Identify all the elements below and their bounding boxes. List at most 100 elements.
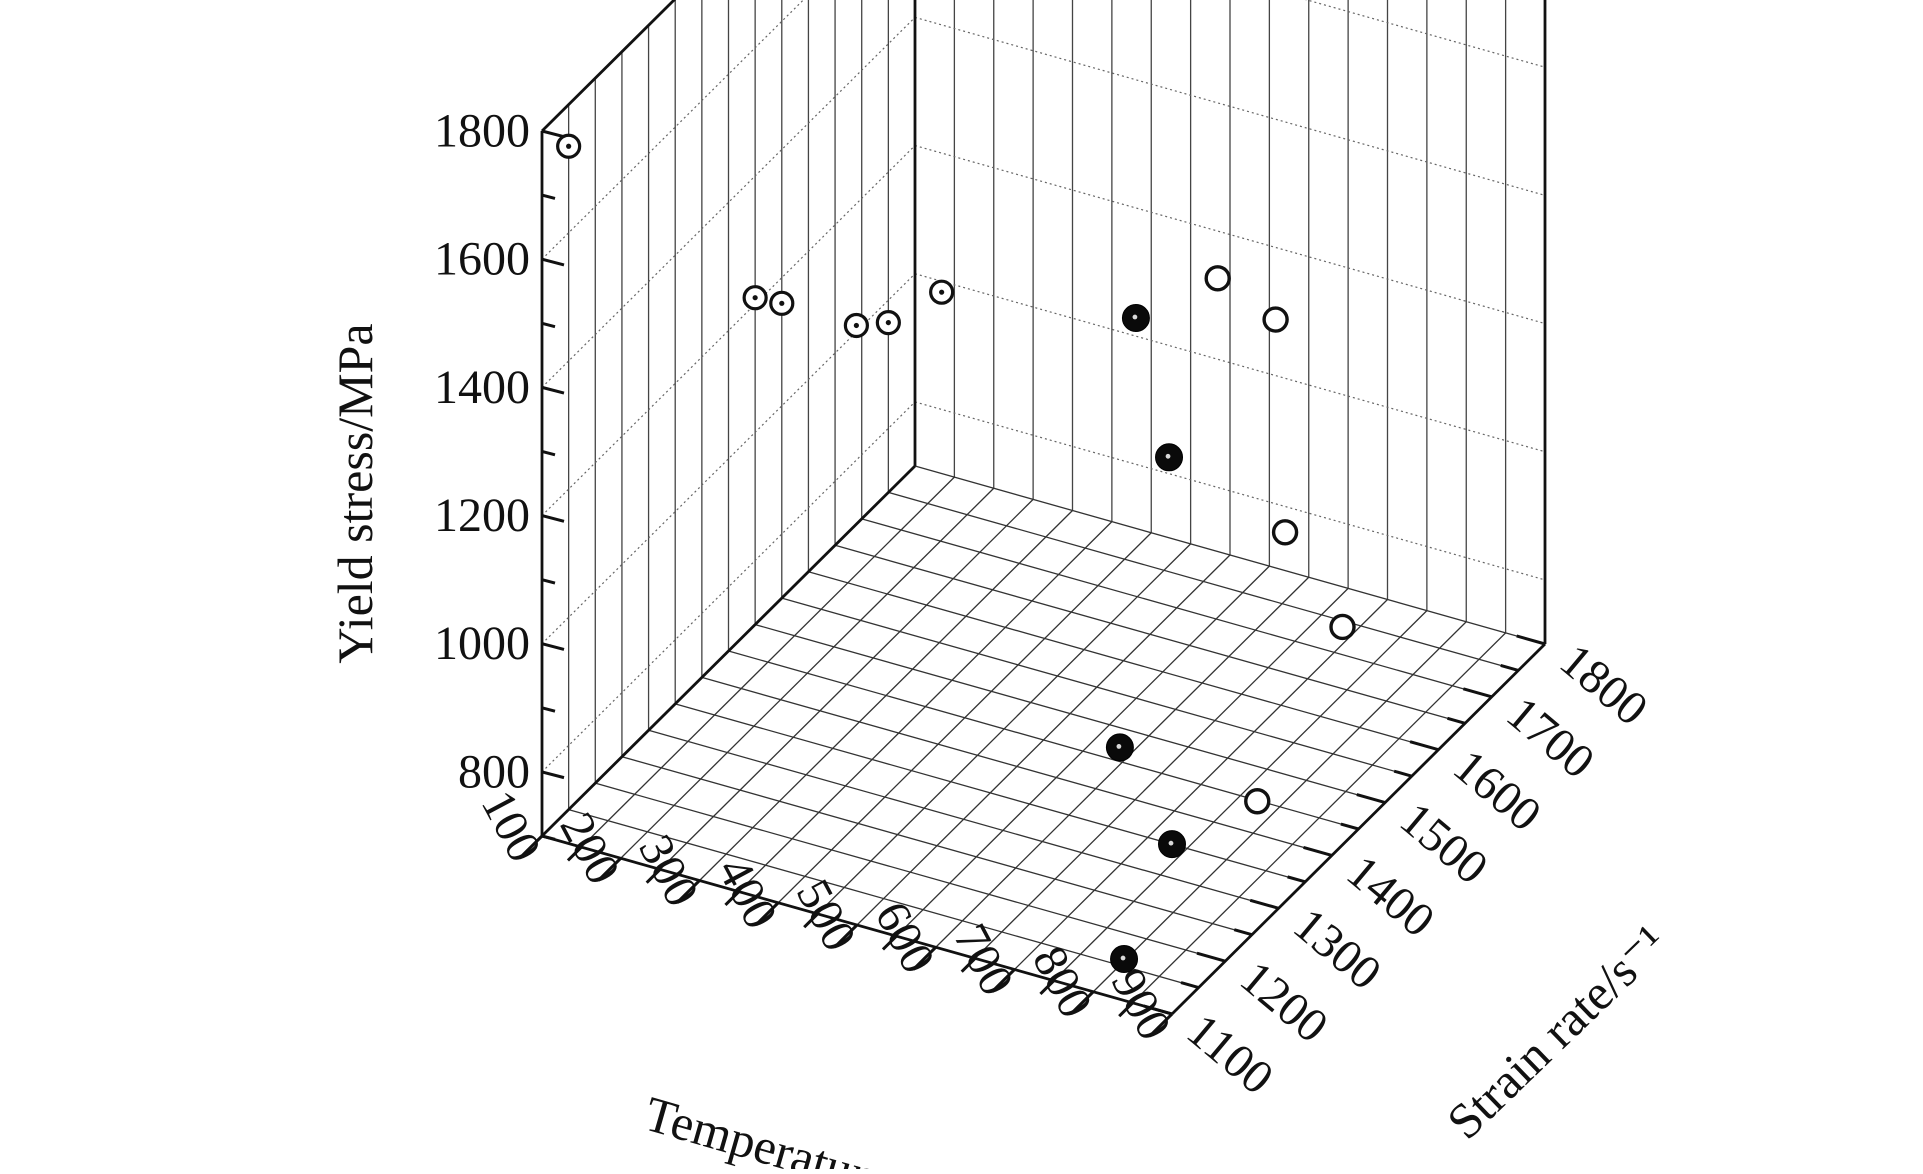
y-tick [1447, 716, 1466, 725]
z-tick [541, 834, 556, 841]
y-tick [1409, 740, 1439, 752]
projected-marker-dot [779, 300, 785, 306]
y-tick [1196, 951, 1226, 963]
floor-gridline-y [888, 491, 1519, 672]
back-wall-z-gridline [1304, 0, 1546, 68]
z-tick [541, 450, 556, 457]
back-wall-z-gridline [914, 144, 1546, 325]
x-tick [1118, 1001, 1134, 1018]
z-tick [541, 706, 556, 713]
z-axis-title: Yield stress/MPa [327, 323, 383, 663]
back-wall-z-gridline [914, 401, 1546, 581]
x-tick-label: 800 [1022, 938, 1103, 1026]
open-marker [1271, 519, 1299, 546]
z-tick-label: 1000 [434, 617, 530, 670]
tick-marks [518, 129, 1546, 1038]
floor-gridline-y [808, 571, 1439, 751]
z-tick [541, 129, 565, 139]
z-tick [541, 257, 565, 267]
x-tick [676, 879, 701, 904]
z-tick [541, 770, 565, 780]
open-marker [1204, 265, 1231, 292]
floor-gridline-y [675, 703, 1306, 883]
filled-marker-highlight [1116, 744, 1122, 749]
z-tick-label: 1600 [434, 233, 530, 286]
floor-gridline-y [701, 676, 1333, 857]
y-tick [1180, 981, 1200, 990]
x-tick [597, 857, 622, 882]
z-tick [541, 193, 556, 200]
floor-gridline-y [781, 597, 1412, 777]
floor-gridline-y [754, 623, 1386, 804]
x-tick [724, 890, 740, 907]
z-tick [541, 642, 565, 651]
x-tick [833, 923, 859, 949]
filled-marker-highlight [1165, 453, 1171, 459]
filled-marker-highlight [1168, 840, 1174, 846]
open-marker [1262, 306, 1289, 333]
z-tick [541, 514, 565, 523]
projected-marker-dot [885, 319, 891, 326]
projected-marker-dot [853, 322, 859, 329]
x-tick [1039, 979, 1055, 996]
z-tick [541, 321, 556, 329]
data-markers [556, 133, 1356, 974]
x-tick-label: 500 [786, 871, 867, 959]
x-tick [754, 901, 780, 927]
frame-edge [541, 0, 677, 133]
y-tick [1287, 875, 1306, 884]
floor-gridline-y [914, 465, 1546, 645]
y-tick [1340, 822, 1359, 831]
x-tick [912, 946, 937, 971]
y-tick [1249, 898, 1279, 910]
x-tick [566, 846, 583, 862]
x-axis-title: Temperature/K [639, 1085, 945, 1169]
y-tick [1356, 793, 1386, 805]
filled-marker-highlight [1132, 314, 1138, 320]
x-tick [991, 968, 1016, 993]
z-tick-label: 1200 [434, 489, 530, 542]
z-tick [541, 385, 565, 395]
x-tick [1069, 990, 1095, 1016]
projected-marker-dot [939, 289, 945, 295]
z-tick-label: 1800 [434, 105, 530, 158]
z-tick [541, 578, 556, 585]
back-wall-z-gridline [914, 273, 1546, 453]
projected-marker-dot [566, 143, 572, 149]
x-tick-label: 900 [1101, 960, 1182, 1048]
back-wall-z-gridline [914, 16, 1546, 196]
x-tick [518, 834, 544, 860]
floor-gridline-y [648, 729, 1279, 909]
y-tick [1233, 928, 1253, 937]
x-tick-label: 600 [865, 893, 946, 981]
floor-gridline-y [621, 756, 1253, 936]
x-tick [960, 957, 977, 973]
x-tick [803, 912, 819, 929]
floor-gridline-y [595, 782, 1226, 962]
floor-gridline-y [568, 808, 1199, 989]
frame-edge [541, 465, 916, 837]
projected-marker-dot [752, 295, 758, 301]
x-tick [881, 935, 898, 951]
floor-gridline-y [861, 518, 1492, 698]
x-tick-label: 300 [628, 826, 709, 914]
y-tick [1143, 1004, 1173, 1016]
open-marker [1244, 788, 1271, 815]
y-tick [1462, 687, 1493, 699]
z-tick-label: 800 [458, 745, 530, 798]
y-axis-title: Strain rate/s⁻¹ [1436, 914, 1677, 1150]
y-tick [1393, 769, 1413, 778]
z-tick-label: 1400 [434, 361, 530, 414]
x-tick [645, 868, 662, 884]
y-tick [1303, 845, 1333, 857]
y-tick [1500, 664, 1519, 672]
floor-gridline-y [834, 544, 1466, 724]
x-tick [1148, 1012, 1174, 1038]
x-tick-label: 400 [707, 849, 788, 937]
x-tick-label: 700 [943, 915, 1024, 1003]
filled-marker-highlight [1120, 955, 1126, 961]
y-tick [1516, 634, 1546, 646]
open-marker [1329, 613, 1356, 641]
